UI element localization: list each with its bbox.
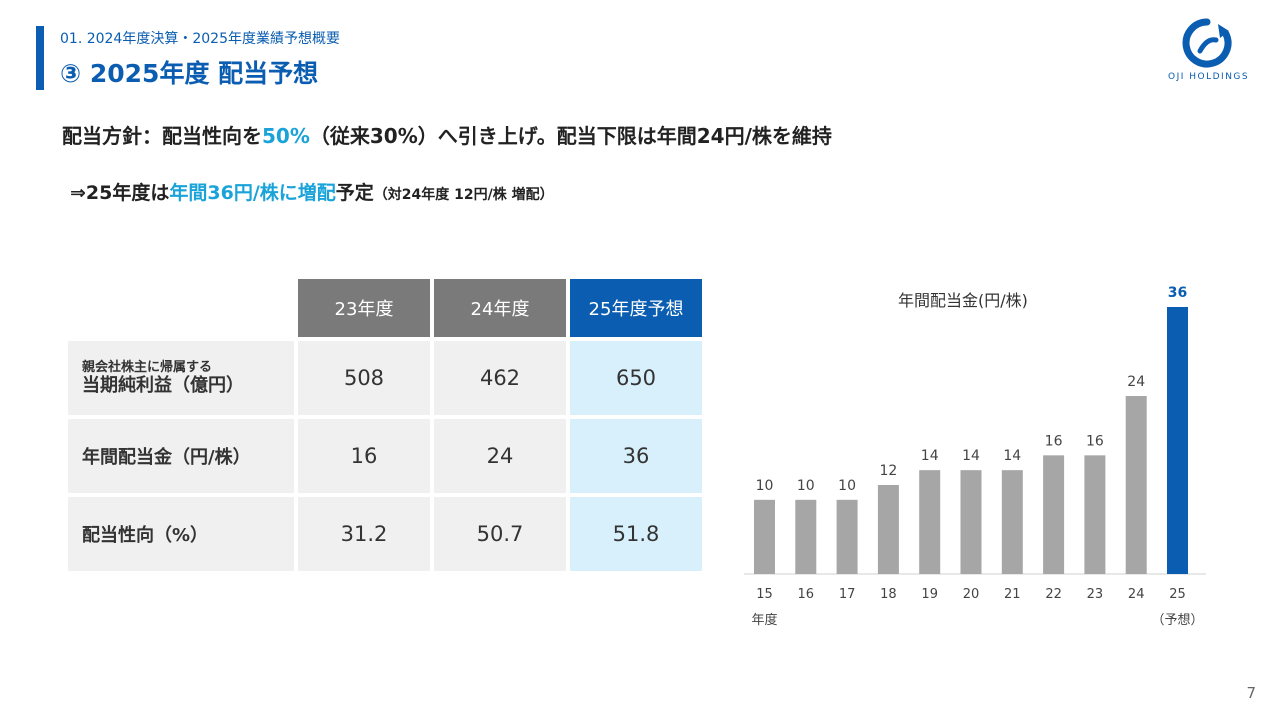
bar-23 [1084, 455, 1106, 574]
row-label-small: 親会社株主に帰属する [82, 359, 213, 375]
table-cell: 50.7 [434, 497, 566, 571]
tick-label-16: 16 [798, 587, 815, 602]
row-label-annual-dividend: 年間配当金（円/株） [68, 419, 294, 493]
table-header-row: 23年度 24年度 25年度予想 [68, 279, 702, 337]
forecast-note: （対24年度 12円/株 増配） [373, 187, 554, 203]
data-label-18: 12 [879, 463, 897, 479]
data-label-16: 10 [797, 478, 815, 494]
dividend-policy: 配当方針：配当性向を50%（従来30%）へ引き上げ。配当下限は年間24円/株を維… [62, 120, 832, 149]
breadcrumb: 01. 2024年度決算・2025年度業績予想概要 [60, 31, 340, 47]
table-cell-forecast: 650 [570, 341, 702, 415]
tick-label-23: 23 [1087, 587, 1104, 602]
table-cell: 24 [434, 419, 566, 493]
tick-label-18: 18 [880, 587, 897, 602]
forecast-text-1: ⇒25年度は [70, 182, 170, 204]
table-row-annual-dividend: 年間配当金（円/株） 16 24 36 [68, 419, 702, 493]
table-cell: 16 [298, 419, 430, 493]
column-header-fy23: 23年度 [298, 279, 430, 337]
forecast-highlight: 年間36円/株に増配 [169, 182, 336, 204]
bar-22 [1043, 455, 1065, 574]
bar-18 [877, 485, 899, 574]
dividend-bar-chart: 10 15 10 16 10 17 12 18 14 19 14 20 14 21 16 22 16 23 24 24… [744, 285, 1206, 628]
forecast-note-label: （予想） [1151, 612, 1203, 628]
dividend-table: 23年度 24年度 25年度予想 親会社株主に帰属する 当期純利益（億円） 50… [64, 275, 706, 575]
company-logo: OJI HOLDINGS [1168, 18, 1250, 82]
data-label-19: 14 [921, 448, 939, 464]
policy-text-2: （従来30%）へ引き上げ。配当下限は年間24円/株を維持 [309, 124, 832, 148]
bar-17 [836, 499, 858, 574]
tick-label-17: 17 [839, 587, 856, 602]
tick-label-21: 21 [1004, 587, 1021, 602]
logo-mark-icon [1182, 18, 1232, 68]
table-row-payout-ratio: 配当性向（%） 31.2 50.7 51.8 [68, 497, 702, 571]
tick-label-20: 20 [963, 587, 980, 602]
tick-label-25: 25 [1169, 587, 1186, 602]
table-cell: 508 [298, 341, 430, 415]
column-header-fy24: 24年度 [434, 279, 566, 337]
policy-highlight: 50% [262, 124, 310, 148]
table-cell-forecast: 36 [570, 419, 702, 493]
x-axis-label: 年度 [751, 612, 777, 628]
data-label-25: 36 [1168, 285, 1187, 301]
bar-19 [919, 470, 941, 574]
tick-label-24: 24 [1128, 587, 1145, 602]
table-cell-forecast: 51.8 [570, 497, 702, 571]
table-cell: 31.2 [298, 497, 430, 571]
data-label-22: 16 [1045, 433, 1063, 449]
tick-label-22: 22 [1045, 587, 1062, 602]
bar-16 [795, 499, 817, 574]
data-label-23: 16 [1086, 433, 1104, 449]
row-label-main: 当期純利益（億円） [82, 374, 244, 396]
bar-20 [960, 470, 982, 574]
data-label-20: 14 [962, 448, 980, 464]
bar-25 [1167, 307, 1188, 574]
data-label-15: 10 [756, 478, 774, 494]
policy-text-1: 配当方針：配当性向を [62, 124, 262, 148]
bar-15 [754, 499, 775, 574]
chart-title: 年間配当金(円/株) [898, 291, 1028, 310]
header-accent-bar [36, 26, 44, 90]
table-row-net-income: 親会社株主に帰属する 当期純利益（億円） 508 462 650 [68, 341, 702, 415]
bar-24 [1125, 396, 1147, 574]
row-label-net-income: 親会社株主に帰属する 当期純利益（億円） [68, 341, 294, 415]
data-label-17: 10 [838, 478, 856, 494]
forecast-text-2: 予定 [335, 182, 374, 204]
page-number: 7 [1246, 684, 1256, 702]
tick-label-19: 19 [921, 587, 938, 602]
row-label-payout-ratio: 配当性向（%） [68, 497, 294, 571]
page-title: ③ 2025年度 配当予想 [60, 59, 319, 88]
column-header-fy25-forecast: 25年度予想 [570, 279, 702, 337]
forecast-statement: ⇒25年度は年間36円/株に増配予定（対24年度 12円/株 増配） [70, 178, 554, 205]
logo-text: OJI HOLDINGS [1168, 72, 1250, 82]
data-label-24: 24 [1127, 374, 1145, 390]
bar-21 [1001, 470, 1023, 574]
data-label-21: 14 [1003, 448, 1021, 464]
table-cell: 462 [434, 341, 566, 415]
tick-label-15: 15 [756, 587, 773, 602]
table-corner [68, 279, 294, 337]
